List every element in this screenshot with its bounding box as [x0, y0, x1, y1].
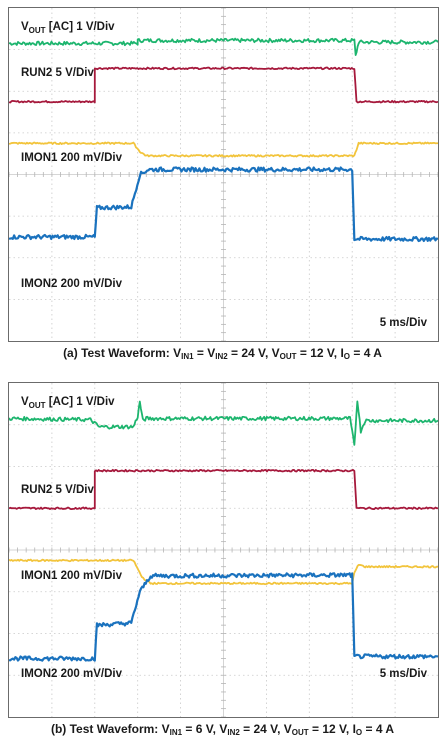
caption-subscript: O	[343, 352, 351, 361]
caption-a: (a) Test Waveform: VIN1 = VIN2 = 24 V, V…	[0, 346, 445, 361]
waveform-trace	[9, 66, 438, 104]
caption-text: = V	[193, 346, 216, 360]
waveform-trace	[9, 572, 438, 662]
caption-subscript: OUT	[279, 352, 297, 361]
channel-label: IMON2 200 mV/Div	[21, 278, 123, 290]
waveform-plot-a: VOUT [AC] 1 V/Div RUN2 5 V/Div IMON1 200 m…	[9, 8, 438, 341]
waveform-trace	[9, 558, 438, 586]
channel-label: IMON1 200 mV/Div	[21, 152, 123, 164]
waveform-trace	[9, 141, 438, 158]
waveform-trace	[9, 468, 438, 510]
caption-text: = 12 V, I	[308, 722, 356, 736]
time-scale-label: 5 ms/Div	[380, 317, 428, 329]
caption-text: = 24 V, V	[239, 722, 292, 736]
caption-subscript: IN1	[169, 728, 183, 737]
waveform-trace	[9, 400, 438, 446]
channel-label: IMON2 200 mV/Div	[21, 668, 123, 680]
channel-label: VOUT [AC] 1 V/Div	[21, 396, 115, 410]
caption-text: (a) Test Waveform: V	[63, 346, 182, 360]
waveform-plot-b: VOUT [AC] 1 V/Div RUN2 5 V/Div IMON1 200 m…	[9, 383, 438, 717]
channel-label: RUN2 5 V/Div	[21, 484, 94, 496]
waveform-trace	[9, 37, 438, 56]
grid	[9, 8, 438, 341]
oscilloscope-panel-b: VOUT [AC] 1 V/Div RUN2 5 V/Div IMON1 200 m…	[8, 382, 439, 718]
grid	[9, 383, 438, 717]
channel-label: IMON1 200 mV/Div	[21, 570, 123, 582]
caption-text: = 12 V, I	[296, 346, 344, 360]
waveform-trace	[9, 166, 438, 243]
channel-label: RUN2 5 V/Div	[21, 67, 94, 79]
caption-text: = 4 A	[362, 722, 395, 736]
caption-subscript: OUT	[291, 728, 309, 737]
oscilloscope-panel-a: VOUT [AC] 1 V/Div RUN2 5 V/Div IMON1 200 m…	[8, 7, 439, 342]
caption-text: = 6 V, V	[182, 722, 228, 736]
channel-label: VOUT [AC] 1 V/Div	[21, 21, 115, 35]
caption-subscript: IN2	[227, 728, 240, 737]
time-scale-label: 5 ms/Div	[380, 668, 428, 680]
caption-subscript: IN1	[181, 352, 194, 361]
caption-text: (b) Test Waveform: V	[50, 722, 170, 736]
caption-text: = 24 V, V	[227, 346, 280, 360]
caption-text: = 4 A	[350, 346, 382, 360]
caption-subscript: IN2	[215, 352, 228, 361]
caption-subscript: O	[355, 728, 363, 737]
caption-b: (b) Test Waveform: VIN1 = 6 V, VIN2 = 24…	[0, 722, 445, 737]
